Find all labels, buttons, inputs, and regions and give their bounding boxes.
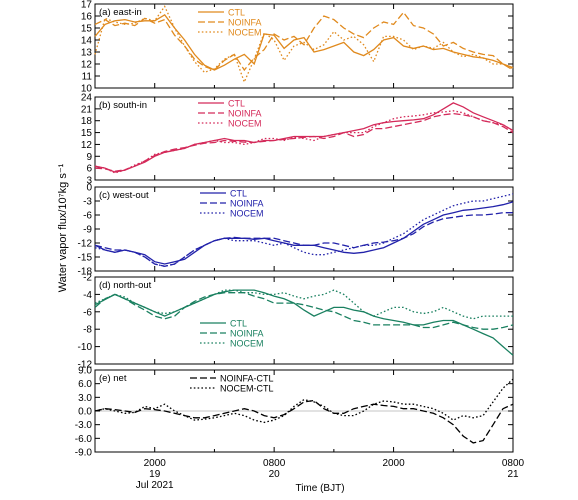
y-tick-label: -4 <box>83 290 92 301</box>
y-tick-label: -3.0 <box>75 420 93 431</box>
y-axis-label: Water vapor flux/10⁷kg s⁻¹ <box>57 163 69 292</box>
panel-frame <box>94 186 514 272</box>
y-tick-label: 15 <box>81 24 93 35</box>
y-tick-label: 18 <box>81 116 93 127</box>
legend-label: CTL <box>230 189 247 199</box>
y-tick-label: -12 <box>78 360 93 371</box>
y-tick-label: 3.0 <box>78 393 92 404</box>
legend-label: NOINFA <box>228 109 262 119</box>
legend-label: NOINFA <box>230 329 264 339</box>
legend-label: NOCEM <box>228 28 262 38</box>
y-tick-label: 12 <box>81 140 93 151</box>
x-tick-label: 21 <box>507 469 519 480</box>
panel-frame <box>94 96 514 181</box>
x-tick-label: 19 <box>149 469 161 480</box>
series-line <box>94 102 514 173</box>
y-tick-label: 15 <box>81 128 93 139</box>
y-tick-label: 14 <box>81 36 93 47</box>
series-line <box>94 289 513 320</box>
y-tick-label: 11 <box>82 72 93 83</box>
y-tick-label: -9 <box>83 225 92 236</box>
y-tick-label: 0 <box>86 183 92 194</box>
y-tick-label: -8 <box>83 325 92 336</box>
legend-label: NOCEM-CTL <box>220 384 274 394</box>
series-line <box>94 193 514 267</box>
legend-label: CTL <box>230 319 247 329</box>
series-line <box>94 399 514 444</box>
y-tick-label: 24 <box>81 93 93 104</box>
panel-label: (c) west-out <box>99 190 149 201</box>
legend-label: CTL <box>228 99 245 109</box>
y-tick-label: -3 <box>83 197 92 208</box>
y-tick-label: 13 <box>81 48 93 59</box>
y-tick-label: 6 <box>86 164 92 175</box>
series-line <box>94 292 514 330</box>
panel-label: (e) net <box>99 373 127 384</box>
y-tick-label: -6 <box>83 307 92 318</box>
panel-label: (b) south-in <box>99 100 147 111</box>
y-tick-label: 9.0 <box>78 366 92 377</box>
panel-frame <box>94 276 514 365</box>
legend-label: CTL <box>228 8 245 18</box>
y-tick-label: 0.0 <box>78 407 92 418</box>
y-tick-label: 10 <box>81 84 93 95</box>
x-tick-label: 20 <box>269 469 281 480</box>
y-tick-label: 9 <box>86 152 92 163</box>
panel-5: -9.0 -6.0 -3.0 0.0 3.0 6.0 9.0 (e) net NOINFA-CT… <box>75 366 514 459</box>
legend-label: NOINFA <box>228 18 262 28</box>
y-tick-label: 16 <box>81 12 93 23</box>
x-tick-label: 0800 <box>263 458 286 469</box>
x-axis-label: Time (BJT) <box>295 483 344 494</box>
y-tick-label: 21 <box>81 104 93 115</box>
panel-4: -12 -10 -8 -6 -4 -2 (d) north-out CTLNOINFANOCE… <box>78 273 514 371</box>
panel-label: (d) north-out <box>99 280 152 291</box>
x-tick-label: 2000 <box>144 458 167 469</box>
series-line <box>94 5 514 84</box>
y-tick-label: -15 <box>78 253 93 264</box>
series-line <box>94 378 514 424</box>
series-line <box>94 13 514 71</box>
series-line <box>94 110 514 174</box>
x-tick-label: 0800 <box>502 458 525 469</box>
legend-label: NOINFA-CTL <box>220 374 274 384</box>
legend-label: NOCEM <box>228 119 262 129</box>
y-tick-label: -6.0 <box>75 434 93 445</box>
x-tick-label: Jul 2021 <box>136 480 174 491</box>
y-tick-label: -12 <box>78 239 93 250</box>
y-tick-label: -10 <box>78 342 93 353</box>
legend-label: NOCEM <box>230 209 264 219</box>
panel-frame <box>94 3 514 89</box>
y-tick-label: 12 <box>81 60 93 71</box>
y-tick-label: 3 <box>86 176 92 187</box>
y-tick-label: -2 <box>83 273 92 284</box>
panel-label: (a) east-in <box>99 7 142 18</box>
y-tick-label: -6 <box>83 211 92 222</box>
y-tick-label: 6.0 <box>78 379 92 390</box>
y-tick-label: 17 <box>81 0 93 11</box>
series-line <box>94 289 514 356</box>
series-line <box>94 201 514 265</box>
x-tick-label: 2000 <box>382 458 405 469</box>
panel-3: -18 -15 -12 -9 -6 -3 0 (c) west-out CTLNOINFANOC… <box>78 183 514 278</box>
y-tick-label: -18 <box>78 267 93 278</box>
series-line <box>94 212 513 267</box>
y-tick-label: -9.0 <box>75 448 93 459</box>
series-line <box>94 112 514 172</box>
series-line <box>94 11 514 72</box>
legend-label: NOCEM <box>230 339 264 349</box>
legend-label: NOINFA <box>230 199 264 209</box>
